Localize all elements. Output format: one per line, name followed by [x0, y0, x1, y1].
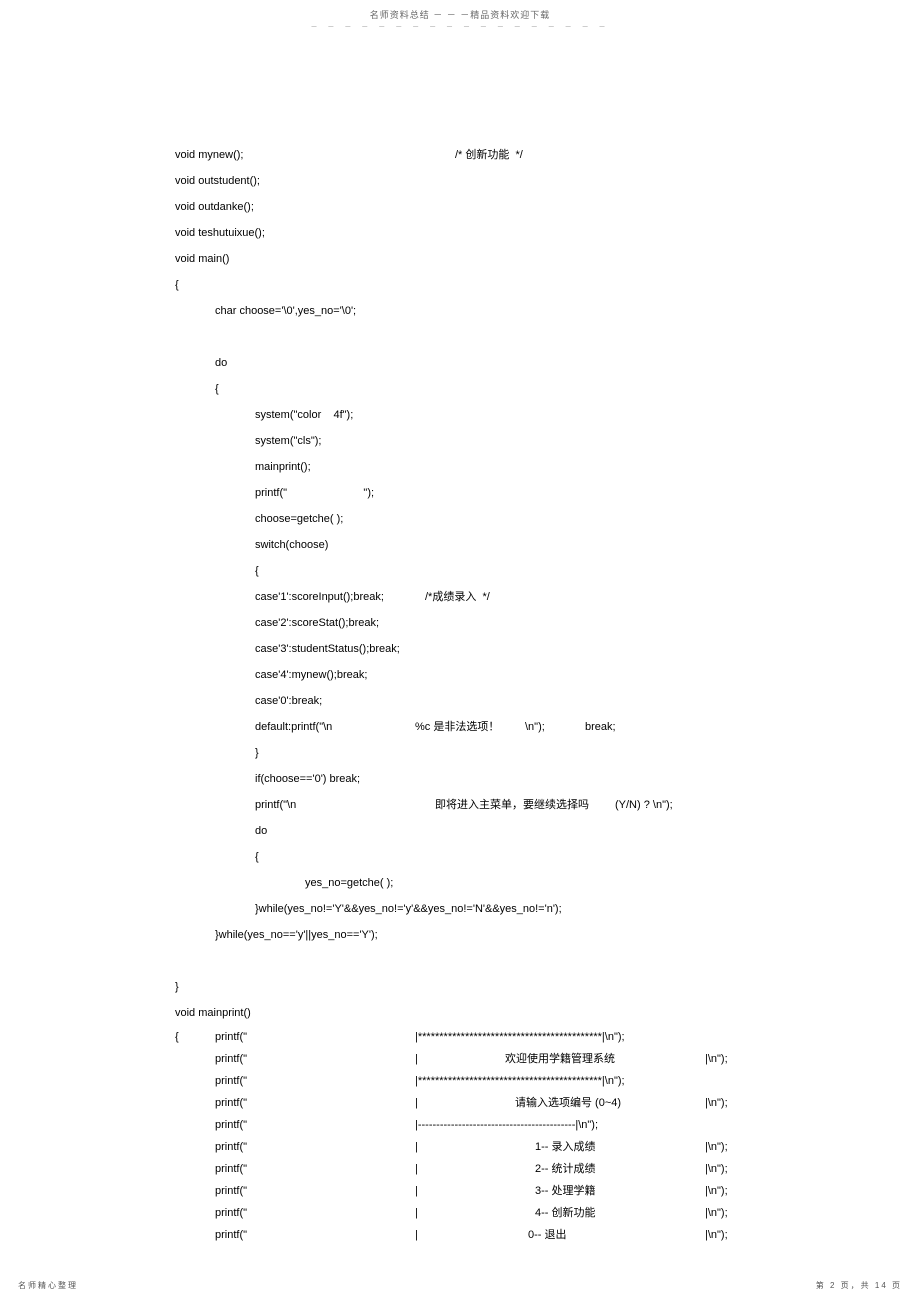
code-comment: /* 创新功能 */	[455, 149, 523, 161]
code-text: printf("	[215, 1114, 415, 1136]
code-text: printf("	[215, 1092, 415, 1114]
code-line: }	[175, 740, 745, 766]
code-text: 2-- 统计成绩	[535, 1158, 705, 1180]
code-text: 欢迎使用学籍管理系统	[505, 1048, 705, 1070]
code-line: case'1':scoreInput();break;/*成绩录入 */	[175, 584, 745, 610]
code-line: if(choose=='0') break;	[175, 766, 745, 792]
code-line: printf("|2-- 统计成绩|\n");	[175, 1158, 745, 1180]
code-text: printf("	[215, 1026, 415, 1048]
code-text: printf("	[215, 1048, 415, 1070]
code-text: |	[415, 1158, 535, 1180]
code-line: choose=getche( );	[175, 506, 745, 532]
code-comment: /*成绩录入 */	[425, 591, 490, 603]
code-line: {	[175, 844, 745, 870]
code-line: mainprint();	[175, 454, 745, 480]
code-line: {	[175, 272, 745, 298]
code-line: printf("\n即将进入主菜单，要继续选择吗(Y/N) ? \n");	[175, 792, 745, 818]
code-text: |\n");	[705, 1163, 728, 1175]
code-text: 请输入选项编号 (0~4)	[515, 1092, 705, 1114]
code-text: |\n");	[705, 1207, 728, 1219]
code-text: |---------------------------------------…	[415, 1119, 598, 1131]
code-text: |	[415, 1180, 535, 1202]
code-text: |\n");	[705, 1141, 728, 1153]
code-line: case'2':scoreStat();break;	[175, 610, 745, 636]
code-text: |\n");	[705, 1053, 728, 1065]
code-text: printf("\n	[255, 792, 435, 818]
code-line: case'3':studentStatus();break;	[175, 636, 745, 662]
code-line: printf("|请输入选项编号 (0~4)|\n");	[175, 1092, 745, 1114]
code-text: |\n");	[705, 1185, 728, 1197]
code-text: printf("	[215, 1136, 415, 1158]
page-header-dots: － － － － － － － － － － － － － － － － － －	[0, 22, 920, 32]
code-line: void main()	[175, 246, 745, 272]
code-line: case'0':break;	[175, 688, 745, 714]
code-line: }while(yes_no=='y'||yes_no=='Y');	[175, 922, 745, 948]
code-line: printf("|4-- 创新功能|\n");	[175, 1202, 745, 1224]
code-line: system("color 4f");	[175, 402, 745, 428]
code-line: {printf("|******************************…	[175, 1026, 745, 1048]
code-text: 即将进入主菜单，要继续选择吗	[435, 792, 615, 818]
code-line: printf("|0-- 退出|\n");	[175, 1224, 745, 1246]
code-line: void teshutuixue();	[175, 220, 745, 246]
code-text: printf("	[215, 1070, 415, 1092]
code-line: yes_no=getche( );	[175, 870, 745, 896]
code-text: %c 是非法选项！	[415, 714, 525, 740]
code-text: {	[175, 1026, 215, 1048]
code-line: void outstudent();	[175, 168, 745, 194]
code-text: |	[415, 1202, 535, 1224]
footer-right: 第 2 页，共 14 页	[816, 1280, 902, 1291]
code-text: |	[415, 1048, 505, 1070]
code-line: printf("|3-- 处理学籍|\n");	[175, 1180, 745, 1202]
code-line: do	[175, 350, 745, 376]
code-block: void mynew();/* 创新功能 */ void outstudent(…	[0, 32, 920, 1246]
code-line: {	[175, 376, 745, 402]
code-line: char choose='\0',yes_no='\0';	[175, 298, 745, 324]
code-text: printf("	[215, 1202, 415, 1224]
code-line: printf("|1-- 录入成绩|\n");	[175, 1136, 745, 1158]
code-line: do	[175, 818, 745, 844]
code-line: void mainprint()	[175, 1000, 745, 1026]
code-text: |	[415, 1224, 528, 1246]
code-line: void outdanke();	[175, 194, 745, 220]
code-line: }	[175, 974, 745, 1000]
code-line: }while(yes_no!='Y'&&yes_no!='y'&&yes_no!…	[175, 896, 745, 922]
code-line: printf("|欢迎使用学籍管理系统|\n");	[175, 1048, 745, 1070]
code-text: |\n");	[705, 1097, 728, 1109]
code-text: printf("	[215, 1224, 415, 1246]
code-text: |***************************************…	[415, 1031, 625, 1043]
code-text: |***************************************…	[415, 1075, 625, 1087]
code-line: switch(choose)	[175, 532, 745, 558]
code-line: printf(" ");	[175, 480, 745, 506]
code-line: case'4':mynew();break;	[175, 662, 745, 688]
code-text: (Y/N) ? \n");	[615, 799, 673, 811]
code-text: printf("	[215, 1180, 415, 1202]
code-text: 3-- 处理学籍	[535, 1180, 705, 1202]
page-header: 名师资料总结 － － －精品资料欢迎下载	[0, 0, 920, 21]
code-line: printf("|*******************************…	[175, 1070, 745, 1092]
code-line: void mynew();/* 创新功能 */	[175, 142, 745, 168]
code-line: system("cls");	[175, 428, 745, 454]
code-text: |	[415, 1136, 535, 1158]
code-text: |	[415, 1092, 515, 1114]
code-text: default:printf("\n	[255, 714, 415, 740]
code-line: printf("|-------------------------------…	[175, 1114, 745, 1136]
code-text: 4-- 创新功能	[535, 1202, 705, 1224]
code-text: 1-- 录入成绩	[535, 1136, 705, 1158]
footer-left: 名师精心整理	[18, 1280, 78, 1291]
code-line: {	[175, 558, 745, 584]
code-line: default:printf("\n%c 是非法选项！\n");break;	[175, 714, 745, 740]
code-text: 0-- 退出	[528, 1224, 705, 1246]
code-text: void mynew();	[175, 142, 455, 168]
code-text: case'1':scoreInput();break;	[255, 584, 425, 610]
code-text: break;	[585, 721, 616, 733]
code-text: \n");	[525, 714, 585, 740]
code-text: |\n");	[705, 1229, 728, 1241]
code-text: printf("	[215, 1158, 415, 1180]
